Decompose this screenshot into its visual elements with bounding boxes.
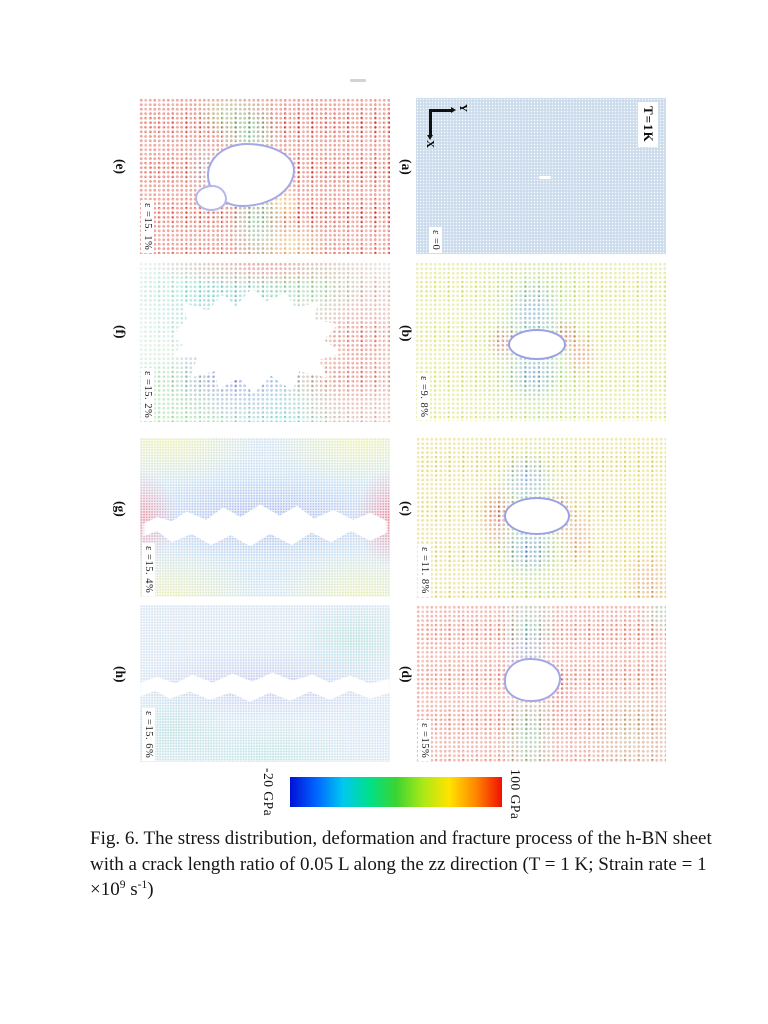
axis-arrow-x: [427, 135, 433, 140]
axis-line-horizontal: [429, 109, 451, 112]
simulation-panel-c: ε =11. 8%: [416, 437, 666, 598]
axis-arrow-y: [451, 107, 456, 113]
simulation-panel-d: ε =15%: [416, 605, 666, 762]
panel-tag-h: (h): [113, 666, 128, 683]
simulation-panel-h: ε =15. 6%: [140, 605, 390, 762]
axis-indicator: Y X: [424, 104, 473, 157]
caption-exponent-2: -1: [137, 879, 148, 891]
strain-label-g: ε =15. 4%: [142, 542, 156, 596]
simulation-panel-b: ε =9. 8%: [415, 262, 666, 421]
axis-line-vertical: [429, 109, 432, 135]
panel-tag-c: (c): [399, 501, 414, 516]
axis-label-x: X: [424, 140, 436, 148]
strain-label-b: ε =9. 8%: [417, 372, 431, 420]
strain-label-d: ε =15%: [418, 719, 432, 761]
colorbar-gradient: [290, 777, 502, 807]
simulation-panel-g: ε =15. 4%: [140, 438, 390, 597]
crack-void-c: [503, 496, 570, 535]
caption-line-1: Fig. 6. The stress distribution, deforma…: [90, 828, 712, 849]
panel-tag-a: (a): [399, 159, 414, 175]
panel-tag-e: (e): [113, 159, 128, 174]
panel-tag-d: (d): [399, 666, 414, 683]
figure-caption: Fig. 6. The stress distribution, deforma…: [90, 826, 715, 903]
strain-label-h: ε =15. 6%: [142, 707, 156, 761]
colorbar-max-label: 100 GPa: [508, 769, 523, 820]
crack-void-d: [503, 658, 561, 703]
temperature-label: T=1K: [638, 102, 658, 147]
axis-label-y: Y: [457, 104, 469, 112]
panel-tag-g: (g): [113, 501, 128, 517]
strain-label-f: ε =15. 2%: [141, 367, 155, 421]
panel-tag-b: (b): [399, 325, 414, 342]
simulation-panel-a: Y X T=1K ε =0: [416, 98, 666, 254]
strain-label-c: ε =11. 8%: [418, 544, 432, 597]
caption-line-3: ×109 s-1): [90, 879, 154, 900]
caption-line-2: with a crack length ratio of 0.05 L alon…: [90, 853, 707, 875]
strain-label-a: ε =0: [429, 226, 443, 253]
scan-artifact: [350, 79, 366, 82]
strain-label-e: ε =15. 1%: [141, 199, 155, 253]
colorbar-min-label: -20 GPa: [261, 768, 276, 817]
initial-crack-a: [538, 176, 551, 179]
simulation-panel-e: ε =15. 1%: [139, 98, 390, 254]
panel-tag-f: (f): [113, 325, 128, 339]
simulation-panel-f: ε =15. 2%: [139, 262, 390, 422]
caption-exponent: 9: [119, 879, 126, 891]
crack-void-b: [507, 328, 566, 360]
